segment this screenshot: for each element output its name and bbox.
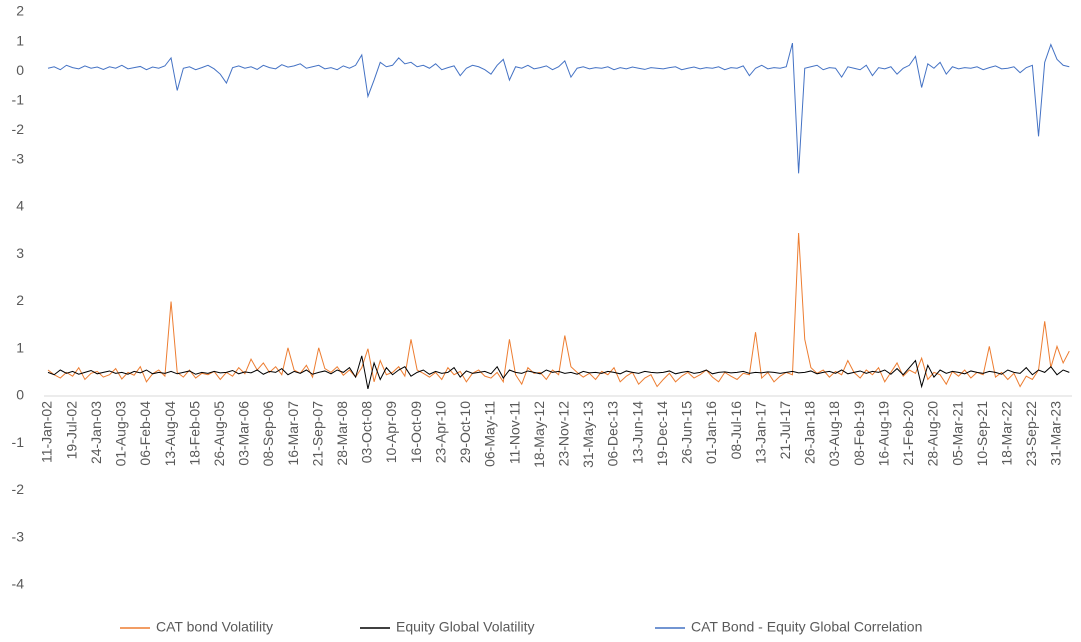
x-tick-label: 23-Sep-22 xyxy=(1023,401,1039,467)
x-tick-label: 03-Oct-08 xyxy=(359,401,375,463)
legend-label: CAT bond Volatility xyxy=(156,619,273,635)
x-tick-label: 16-Aug-19 xyxy=(875,401,891,467)
x-tick-label: 13-Jun-14 xyxy=(629,401,645,464)
x-tick-label: 21-Sep-07 xyxy=(309,401,325,467)
x-tick-label: 29-Oct-10 xyxy=(457,401,473,463)
x-tick-label: 28-Mar-08 xyxy=(334,401,350,466)
y2-tick-label: 2 xyxy=(16,3,24,19)
series-line xyxy=(47,42,1070,174)
y2-tick-label: 0 xyxy=(16,62,24,78)
x-tick-label: 01-Aug-03 xyxy=(113,401,129,467)
y2-tick-label: -2 xyxy=(12,121,25,137)
x-tick-label: 21-Feb-20 xyxy=(900,401,916,466)
y-tick-label: -4 xyxy=(12,576,25,592)
x-tick-label: 13-Aug-04 xyxy=(162,401,178,467)
x-tick-label: 11-Nov-11 xyxy=(506,401,522,465)
y-tick-label: 1 xyxy=(16,339,24,355)
x-tick-label: 24-Jan-03 xyxy=(88,401,104,464)
x-tick-label: 11-Jan-02 xyxy=(39,401,55,463)
y-tick-label: 4 xyxy=(16,198,24,214)
x-tick-label: 18-Mar-22 xyxy=(998,401,1014,466)
x-tick-label: 19-Dec-14 xyxy=(654,401,670,467)
y-tick-label: 3 xyxy=(16,245,24,261)
x-tick-label: 08-Sep-06 xyxy=(260,401,276,467)
y2-tick-label: 1 xyxy=(16,32,24,48)
x-tick-label: 18-May-12 xyxy=(531,401,547,468)
x-tick-label: 13-Jan-17 xyxy=(752,401,768,464)
x-tick-label: 16-Mar-07 xyxy=(285,401,301,466)
x-tick-label: 26-Jan-18 xyxy=(802,401,818,464)
x-tick-label: 03-Aug-18 xyxy=(826,401,842,467)
x-tick-label: 19-Jul-02 xyxy=(63,401,79,460)
y-tick-label: 0 xyxy=(16,387,24,403)
legend-label: CAT Bond - Equity Global Correlation xyxy=(691,619,922,635)
legend-label: Equity Global Volatility xyxy=(396,619,535,635)
y-tick-label: -1 xyxy=(12,434,25,450)
x-tick-label: 28-Aug-20 xyxy=(925,401,941,467)
x-tick-label: 05-Mar-21 xyxy=(949,401,965,466)
y-tick-label: -3 xyxy=(12,528,25,544)
x-tick-label: 10-Apr-09 xyxy=(383,401,399,463)
x-tick-label: 16-Oct-09 xyxy=(408,401,424,463)
series-line xyxy=(47,355,1070,390)
y2-tick-label: -3 xyxy=(12,151,25,167)
y-tick-label: -2 xyxy=(12,481,25,497)
x-tick-label: 23-Apr-10 xyxy=(432,401,448,463)
x-tick-label: 08-Feb-19 xyxy=(851,401,867,466)
x-tick-label: 08-Jul-16 xyxy=(728,401,744,460)
x-tick-label: 10-Sep-21 xyxy=(974,401,990,467)
y-tick-label: 2 xyxy=(16,292,24,308)
x-tick-label: 03-Mar-06 xyxy=(236,401,252,466)
x-tick-label: 31-Mar-23 xyxy=(1048,401,1064,466)
x-tick-label: 06-Dec-13 xyxy=(605,401,621,467)
y2-tick-label: -1 xyxy=(12,92,25,108)
x-tick-label: 26-Jun-15 xyxy=(679,401,695,464)
x-tick-label: 06-Feb-04 xyxy=(137,401,153,466)
x-tick-label: 23-Nov-12 xyxy=(556,401,572,467)
x-tick-label: 31-May-13 xyxy=(580,401,596,468)
series-line xyxy=(47,232,1070,388)
x-tick-label: 26-Aug-05 xyxy=(211,401,227,467)
x-tick-label: 21-Jul-17 xyxy=(777,401,793,460)
x-tick-label: 18-Feb-05 xyxy=(186,401,202,466)
x-tick-label: 01-Jan-16 xyxy=(703,401,719,464)
x-tick-label: 06-May-11 xyxy=(482,401,498,467)
